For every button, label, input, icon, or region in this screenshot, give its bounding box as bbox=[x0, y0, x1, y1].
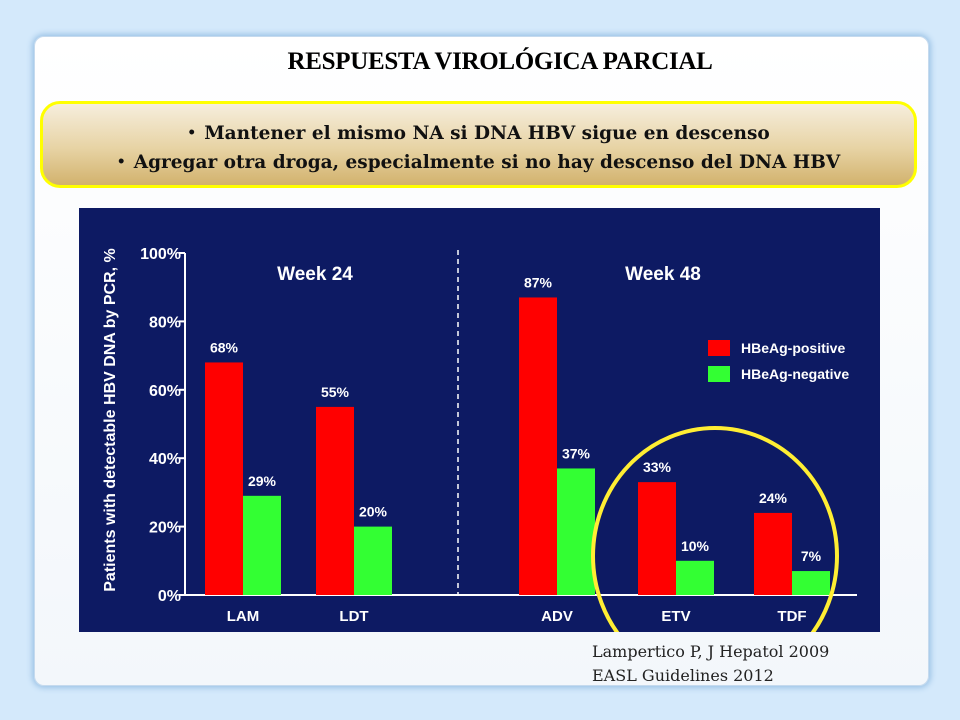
x-tick-label: ADV bbox=[541, 608, 573, 625]
data-label: 29% bbox=[248, 473, 277, 489]
y-tick-label: 60% bbox=[149, 383, 181, 400]
x-tick-label: TDF bbox=[777, 608, 806, 625]
group-label: Week 24 bbox=[277, 264, 353, 285]
x-tick-label: LDT bbox=[339, 608, 368, 625]
bar-chart: Patients with detectable HBV DNA by PCR,… bbox=[79, 208, 880, 632]
x-tick-label: LAM bbox=[227, 608, 260, 625]
bullet-item: • Mantener el mismo NA si DNA HBV sigue e… bbox=[43, 123, 914, 144]
bar bbox=[243, 495, 281, 595]
y-tick-label: 40% bbox=[149, 451, 181, 468]
data-label: 20% bbox=[359, 504, 388, 520]
bullet-item: • Agregar otra droga, especialmente si no… bbox=[43, 152, 914, 173]
chart-svg: Patients with detectable HBV DNA by PCR,… bbox=[102, 246, 857, 632]
group-label: Week 48 bbox=[625, 264, 701, 285]
x-tick-label: ETV bbox=[661, 608, 690, 625]
data-label: 33% bbox=[643, 459, 672, 475]
bullet-dot-icon: • bbox=[116, 154, 126, 170]
bar bbox=[557, 468, 595, 595]
y-tick-label: 100% bbox=[140, 246, 181, 263]
bullet-box: • Mantener el mismo NA si DNA HBV sigue e… bbox=[40, 101, 917, 188]
bar bbox=[316, 406, 354, 595]
data-label: 10% bbox=[681, 538, 710, 554]
legend-label: HBeAg-negative bbox=[741, 366, 849, 382]
y-tick-label: 0% bbox=[158, 588, 181, 605]
data-label: 37% bbox=[562, 445, 591, 461]
bar bbox=[754, 512, 792, 595]
bar bbox=[676, 560, 714, 595]
bullet-text: Mantener el mismo NA si DNA HBV sigue en… bbox=[204, 123, 770, 144]
y-tick-label: 80% bbox=[149, 314, 181, 331]
bullet-text: Agregar otra droga, especialmente si no … bbox=[133, 152, 841, 173]
data-label: 24% bbox=[759, 490, 788, 506]
y-axis-label: Patients with detectable HBV DNA by PCR,… bbox=[102, 248, 119, 591]
legend-label: HBeAg-positive bbox=[741, 340, 845, 356]
legend-swatch bbox=[708, 340, 730, 356]
data-label: 68% bbox=[210, 339, 239, 355]
highlight-circle bbox=[591, 426, 839, 632]
bullet-dot-icon: • bbox=[187, 125, 197, 141]
bar bbox=[792, 571, 830, 595]
y-tick-label: 20% bbox=[149, 520, 181, 537]
data-label: 87% bbox=[524, 274, 553, 290]
reference-line: Lampertico P, J Hepatol 2009 bbox=[592, 642, 830, 661]
bar bbox=[205, 362, 243, 595]
data-label: 55% bbox=[321, 384, 350, 400]
legend-swatch bbox=[708, 366, 730, 382]
slide-title: RESPUESTA VIROLÓGICA PARCIAL bbox=[287, 48, 713, 75]
bar bbox=[638, 482, 676, 595]
data-label: 7% bbox=[801, 548, 822, 564]
reference-line: EASL Guidelines 2012 bbox=[592, 666, 774, 685]
bar bbox=[519, 297, 557, 595]
bar bbox=[354, 526, 392, 595]
